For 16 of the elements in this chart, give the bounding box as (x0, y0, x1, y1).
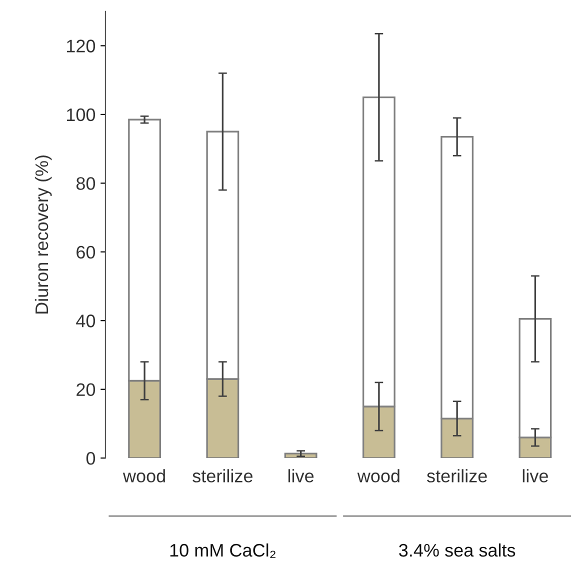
x-tick-label: wood (122, 469, 165, 482)
y-tick-label: 0 (86, 452, 96, 465)
x-tick-label: live (522, 469, 548, 482)
y-tick-label: 120 (67, 40, 96, 52)
y-tick-label: 60 (76, 246, 96, 259)
x-tick-label: live (288, 469, 314, 482)
x-tick-label: wood (357, 469, 400, 482)
x-tick-label: sterilize (426, 469, 487, 482)
x-tick-label: sterilize (192, 469, 252, 482)
y-tick-label: 100 (67, 108, 96, 122)
y-tick-label: 80 (76, 177, 96, 190)
text: 3.4% sea salts (399, 543, 516, 557)
y-tick-label: 20 (76, 383, 96, 396)
y-tick-label: 40 (76, 314, 96, 328)
text: 10 mM CaCl₂ (170, 543, 276, 558)
y-axis-title: Diuron recovery (%) (34, 156, 52, 314)
